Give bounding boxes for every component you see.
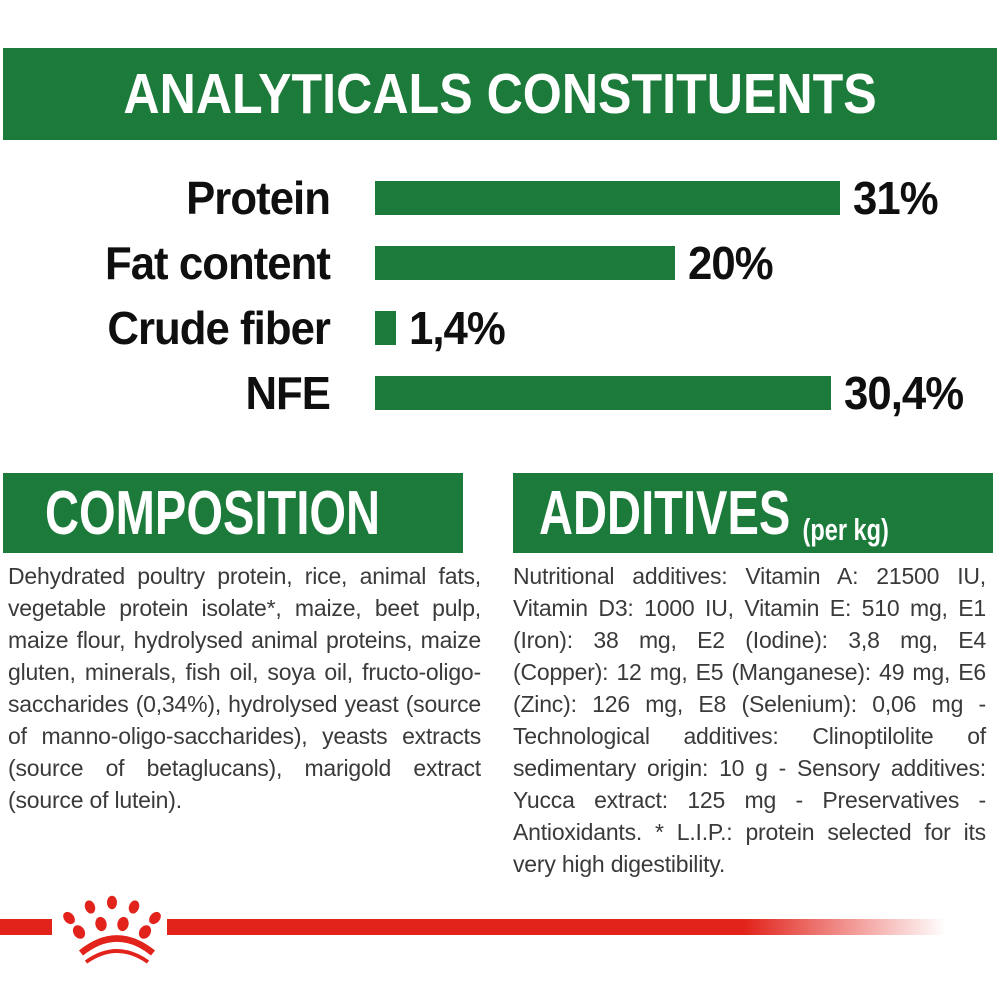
- bar-label-crude-fiber: Crude fiber: [107, 301, 331, 354]
- chart-row-nfe: NFE 30,4%: [0, 360, 1000, 425]
- chart-row-crude-fiber: Crude fiber 1,4%: [0, 295, 1000, 360]
- bar-fat-content: [375, 245, 675, 280]
- bar-protein: [375, 180, 840, 215]
- chart-row-protein: Protein 31%: [0, 165, 1000, 230]
- analyticals-constituents-title: ANALYTICALS CONSTITUENTS: [123, 62, 877, 126]
- bar-value-protein: 31%: [853, 171, 939, 224]
- bar-value-nfe: 30,4%: [844, 366, 964, 419]
- bar-crude-fiber: [375, 310, 396, 345]
- analyticals-constituents-banner: ANALYTICALS CONSTITUENTS: [3, 48, 997, 140]
- bar-value-crude-fiber: 1,4%: [409, 301, 506, 354]
- additives-body-text: Nutritional additives: Vitamin A: 21500 …: [513, 563, 986, 877]
- composition-title: COMPOSITION: [45, 478, 381, 548]
- brand-stripe-right: [167, 919, 946, 935]
- additives-title-suffix: (per kg): [802, 511, 889, 547]
- composition-body-text: Dehydrated poultry protein, rice, animal…: [8, 563, 481, 813]
- composition-banner: COMPOSITION: [3, 473, 463, 553]
- analytical-constituents-bar-chart: Protein 31% Fat content 20% Crude fiber …: [0, 165, 1000, 425]
- royal-canin-crown-icon: [63, 895, 161, 964]
- bar-nfe: [375, 375, 831, 410]
- additives-banner: ADDITIVES (per kg): [513, 473, 993, 553]
- chart-row-fat-content: Fat content 20%: [0, 230, 1000, 295]
- bar-value-fat-content: 20%: [688, 236, 774, 289]
- brand-stripe-left: [0, 919, 52, 935]
- additives-title: ADDITIVES: [539, 478, 791, 548]
- bar-label-fat-content: Fat content: [104, 236, 331, 289]
- bar-label-nfe: NFE: [245, 366, 331, 419]
- bar-label-protein: Protein: [186, 171, 331, 224]
